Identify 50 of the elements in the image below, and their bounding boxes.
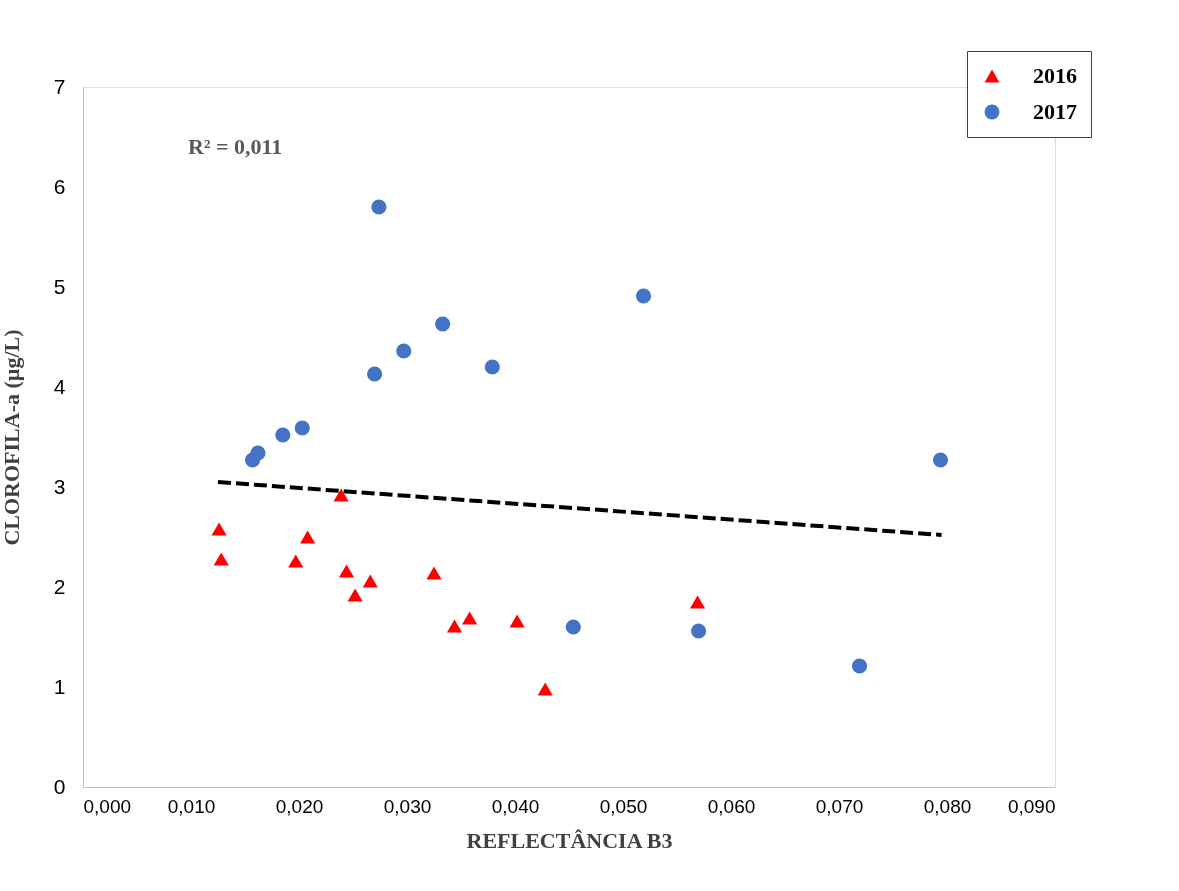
point: [446, 619, 463, 633]
point: [371, 199, 387, 215]
point: [689, 595, 706, 609]
x-tick-label: 0,050: [599, 795, 648, 817]
point: [435, 316, 451, 332]
x-tick-label: 0,080: [923, 795, 972, 817]
y-tick-label: 3: [53, 474, 66, 498]
point: [294, 420, 310, 436]
point: [347, 588, 363, 602]
x-tick-label: 0,010: [167, 795, 216, 817]
x-tick-label: 0,060: [707, 795, 756, 817]
point: [851, 658, 868, 674]
x-tick-label: 0,030: [383, 795, 432, 817]
point: [691, 623, 707, 639]
x-axis-title: REFLECTÂNCIA B3: [466, 827, 673, 853]
point: [426, 566, 442, 580]
y-tick-label: 4: [53, 374, 66, 398]
y-tick-label: 0: [53, 774, 66, 798]
y-tick-label: 7: [53, 74, 66, 98]
legend-label: 2016: [1033, 63, 1077, 88]
point: [509, 614, 525, 628]
y-tick-label: 2: [53, 574, 66, 598]
x-tick-label: 0,000: [83, 795, 132, 817]
legend-label: 2017: [1033, 99, 1077, 124]
annotation: R² = 0,011: [188, 134, 283, 159]
x-tick-label: 0,090: [1007, 795, 1056, 817]
y-tick-label: 1: [53, 674, 66, 698]
point: [338, 564, 355, 578]
point: [635, 288, 652, 304]
point: [932, 452, 949, 468]
point: [333, 488, 349, 502]
point: [300, 530, 316, 544]
y-tick-label: 5: [53, 274, 66, 298]
y-axis-title: CLOROFILA-a (µg/L): [0, 329, 24, 546]
point: [362, 574, 378, 588]
point: [396, 343, 412, 359]
x-tick-label: 0,070: [815, 795, 864, 817]
point: [565, 619, 581, 635]
y-tick-label: 6: [53, 174, 66, 198]
point: [211, 522, 227, 536]
point: [537, 682, 553, 696]
point: [462, 611, 478, 625]
point: [367, 366, 383, 382]
point: [213, 552, 229, 566]
x-tick-label: 0,040: [491, 795, 540, 817]
point: [484, 359, 500, 375]
point: [288, 554, 304, 568]
point: [275, 427, 291, 443]
x-tick-label: 0,020: [275, 795, 324, 817]
point: [250, 445, 266, 461]
